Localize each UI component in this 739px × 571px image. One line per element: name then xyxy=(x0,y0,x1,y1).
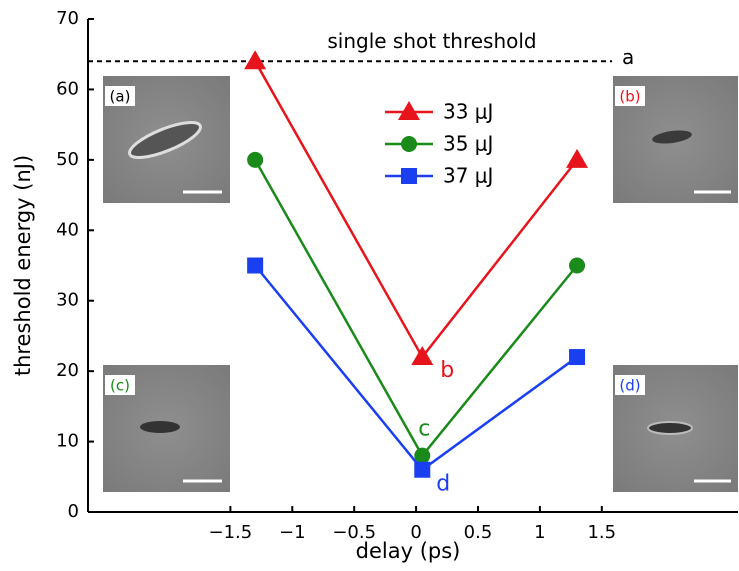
inset-label-bg xyxy=(105,375,135,395)
inset-label: (c) xyxy=(110,377,130,395)
inset-images xyxy=(103,76,738,492)
point-label: d xyxy=(436,472,450,497)
x-axis-label: delay (ps) xyxy=(356,539,461,563)
x-tick-label: −1 xyxy=(279,522,306,543)
series-line xyxy=(254,159,579,458)
y-tick-label: 30 xyxy=(56,290,79,311)
y-tick-label: 60 xyxy=(56,78,79,99)
threshold-marker: a xyxy=(622,45,634,69)
x-tick-label: 1 xyxy=(534,522,545,543)
point-label: c xyxy=(418,417,430,442)
marker xyxy=(414,461,431,478)
crater xyxy=(647,421,693,435)
inset-label: (d) xyxy=(619,377,640,395)
y-tick-label: 0 xyxy=(68,501,79,522)
marker xyxy=(569,349,586,366)
marker xyxy=(566,148,589,168)
y-tick-label: 70 xyxy=(56,8,79,29)
series-line xyxy=(254,264,578,472)
marker xyxy=(401,168,417,184)
y-tick-label: 20 xyxy=(56,360,79,381)
y-axis-label: threshold energy (nJ) xyxy=(11,155,35,376)
inset-label-bg xyxy=(615,86,645,106)
x-tick-label: 1.5 xyxy=(587,522,616,543)
marker xyxy=(401,136,417,152)
legend-label: 35 μJ xyxy=(443,132,493,156)
y-tick-label: 10 xyxy=(56,431,79,452)
crater xyxy=(128,120,202,160)
crater xyxy=(140,421,180,433)
y-tick-label: 50 xyxy=(56,149,79,170)
threshold-label: single shot threshold xyxy=(327,29,536,53)
marker xyxy=(569,257,586,274)
x-tick-label: −1.5 xyxy=(209,522,253,543)
legend-label: 37 μJ xyxy=(443,164,493,188)
inset-label: (a) xyxy=(110,88,131,106)
inset-label-bg xyxy=(615,375,645,395)
y-tick-label: 40 xyxy=(56,219,79,240)
marker xyxy=(244,50,267,70)
series-line xyxy=(254,60,579,360)
marker xyxy=(398,101,420,120)
x-tick-label: 0.5 xyxy=(464,522,493,543)
crater xyxy=(652,130,692,144)
inset-label: (b) xyxy=(619,88,640,106)
legend-label: 33 μJ xyxy=(443,100,493,124)
marker xyxy=(414,447,431,464)
x-tick-label: −0.5 xyxy=(332,522,376,543)
marker xyxy=(247,151,264,168)
marker xyxy=(247,257,264,274)
inset-label-bg xyxy=(105,86,135,106)
marker xyxy=(411,346,434,366)
x-tick-label: 0 xyxy=(410,522,421,543)
point-label: b xyxy=(440,358,454,383)
